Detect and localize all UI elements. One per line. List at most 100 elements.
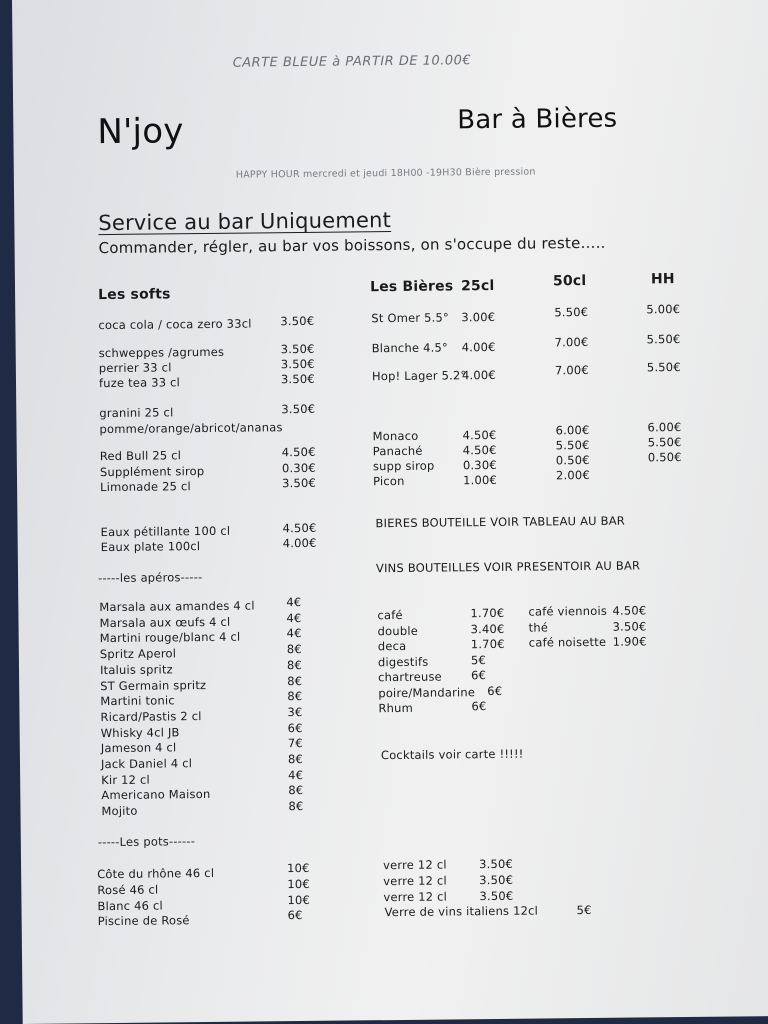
menu-item-name: Martini tonic [100,693,175,709]
beer-name: Blanche 4.5° [371,340,448,356]
menu-item-name: Côte du rhône 46 cl [97,865,215,882]
beer-name: Monaco [372,428,419,444]
menu-item-price: 8€ [287,751,304,767]
menu-item-name: Red Bull 25 cl [99,448,182,464]
menu-item-name: Martini rouge/blanc 4 cl [99,630,241,646]
beer-price-50cl: 5.50€ [554,304,589,320]
menu-item-price: 10€ [287,860,310,876]
menu-item-name: Jack Daniel 4 cl [100,756,193,772]
beer-price-50cl: 2.00€ [555,467,591,483]
beer-price-50cl: 6.00€ [555,422,590,438]
beer-price-hh: 6.00€ [647,420,682,435]
menu-item-price: 0.30€ [281,460,316,476]
menu-item-name: Spritz Aperol [99,646,177,662]
bottle-wine-note: VINS BOUTEILLES VOIR PRESENTOIR AU BAR [375,558,641,576]
menu-item-price: 8€ [287,689,303,704]
beer-price-25cl: 3.00€ [461,309,496,325]
menu-item-name: Marsala aux œufs 4 cl [99,614,231,630]
menu-item-name: Eaux pétillante 100 cl [100,523,231,540]
menu-item-name: ST Germain spritz [100,677,207,693]
menu-item-price: 8€ [287,673,303,688]
service-note: Commander, régler, au bar vos boissons, … [98,233,606,258]
beer-price-hh: 0.50€ [647,450,682,465]
menu-item-name: Piscine de Rosé [97,913,190,929]
beer-price-hh: 5.50€ [646,332,681,347]
beer-price-hh: 5.50€ [647,435,682,450]
menu-item-price: 3.50€ [280,371,315,387]
drink-name: Rhum [378,700,414,716]
menu-item-price: 4.00€ [282,535,317,551]
softs-heading: Les softs [98,286,171,304]
drink-price: 1.90€ [612,634,647,649]
drink-name: thé [528,619,549,635]
beers-heading: Les Bières [369,278,454,296]
menu-item-price: 6€ [287,908,303,923]
beers-col-hh: HH [650,271,675,288]
menu-item-name: Limonade 25 cl [100,479,192,495]
menu-item-name: Whisky 4cl JB [100,724,180,740]
beer-price-hh: 5.50€ [646,360,681,375]
menu-item-name: Mojito [101,803,138,819]
beer-price-25cl: 4.50€ [462,442,497,458]
beer-name: Panaché [372,443,423,459]
menu-item-price: 4€ [288,767,304,782]
aperos-heading: -----les apéros----- [97,570,203,586]
menu-item-name: Ricard/Pastis 2 cl [100,708,202,725]
menu-item-name: Americano Maison [101,787,211,803]
drink-name: chartreuse [378,669,442,685]
menu-item-price: 3.50€ [281,401,316,417]
menu-item-price: 8€ [286,657,303,672]
menu-item-name: Italuis spritz [99,662,173,677]
menu-item-price: 7€ [287,736,303,751]
beer-price-50cl: 7.00€ [554,334,589,350]
menu-item-name: pomme/orange/abricot/ananas [99,420,283,437]
service-title: Service au bar Uniquement [98,208,392,236]
beer-price-25cl: 4.50€ [462,427,497,443]
beer-price-25cl: 4.00€ [461,367,496,383]
glass-price: 3.50€ [479,872,514,887]
menu-item-price: 3.50€ [280,356,315,372]
drink-name: deca [377,638,407,654]
beer-price-hh: 5.00€ [646,302,681,317]
drink-name: double [377,623,419,638]
drink-name: digestifs [377,654,429,669]
menu-item-price: 10€ [287,892,311,907]
drink-name: café noisette [528,634,607,650]
drink-name: café viennois [528,603,608,619]
menu-item-price: 4€ [286,595,302,610]
menu-item-name: Marsala aux amandes 4 cl [99,598,255,615]
menu-item-name: fuze tea 33 cl [98,375,181,391]
beer-price-50cl: 0.50€ [555,452,590,468]
drink-price: 6€ [471,668,487,683]
cocktails-note: Cocktails voir carte !!!!! [380,746,524,763]
drink-price: 3.50€ [612,618,647,634]
drink-price: 3.40€ [470,621,505,636]
glass-name: Verre de vins italiens 12cl [384,903,539,920]
menu-item-price: 3€ [287,704,303,720]
menu-item-name: Kir 12 cl [101,772,150,787]
beers-col-50cl: 50cl [552,273,587,290]
brand-logo: N'joy [97,111,184,153]
drink-price: 5€ [470,652,487,667]
menu-item-name: schweppes /agrumes [98,344,225,361]
menu-item-name: Rosé 46 cl [97,882,159,897]
menu-item-name: Eaux plate 100cl [100,539,201,555]
menu-item-price: 6€ [287,720,303,735]
menu-item-name: perrier 33 cl [98,360,172,376]
menu-item-name: coca cola / coca zero 33cl [98,316,252,333]
drink-name: café [377,607,403,623]
glass-name: verre 12 cl [383,873,447,888]
beer-name: Hop! Lager 5.2° [371,368,467,384]
menu-item-price: 3.50€ [280,313,315,329]
glass-name: verre 12 cl [383,857,447,873]
drink-price: 6€ [471,699,487,714]
beer-name: St Omer 5.5° [371,310,450,326]
beers-col-25cl: 25cl [460,277,495,295]
menu-sheet: CARTE BLEUE à PARTIR DE 10.00€ N'joy Bar… [12,0,768,1024]
beer-name: Picon [372,473,405,489]
drink-price: 4.50€ [612,603,647,618]
menu-item-price: 3.50€ [282,475,317,491]
menu-item-price: 8€ [286,642,302,657]
drink-price: 1.70€ [470,605,505,621]
menu-item-price: 8€ [288,783,304,798]
